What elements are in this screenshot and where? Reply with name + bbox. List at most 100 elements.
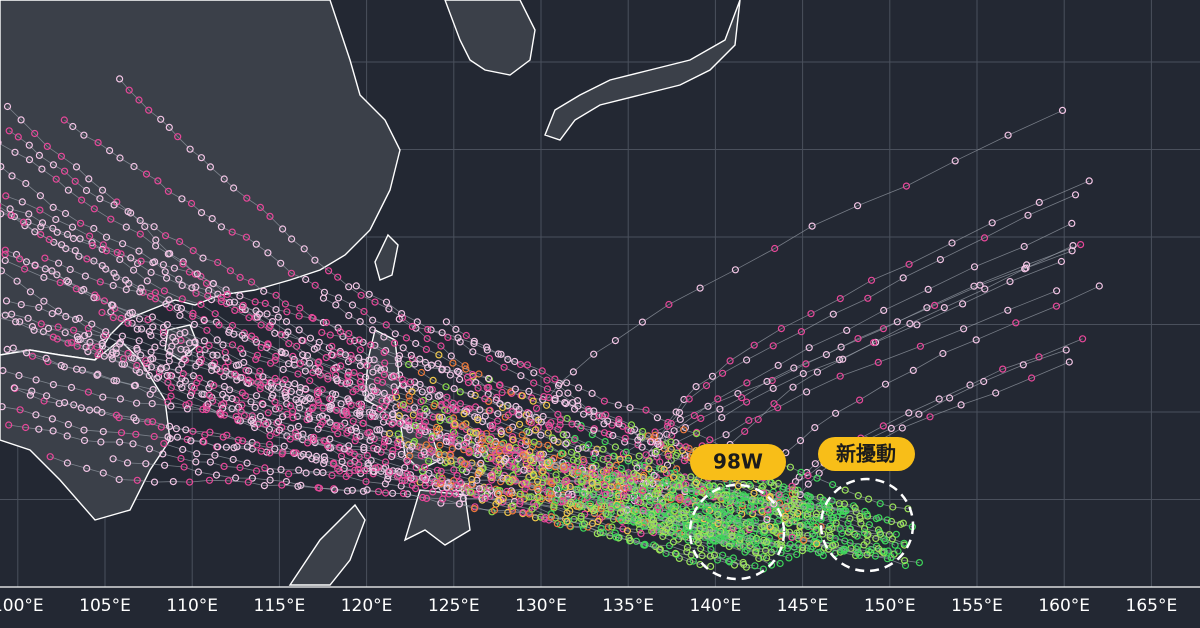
- highlight-circle: [819, 477, 915, 573]
- track-point: [746, 518, 755, 526]
- track-point: [600, 481, 609, 489]
- track-point: [753, 537, 761, 545]
- track-point: [720, 522, 728, 530]
- track-point: [454, 334, 462, 342]
- track-point: [738, 499, 746, 508]
- track-point: [130, 414, 138, 422]
- track-point: [172, 337, 180, 345]
- track-point: [289, 449, 298, 457]
- track-point: [811, 460, 819, 468]
- track-point: [264, 382, 272, 391]
- longitude-label: 145°E: [777, 596, 829, 616]
- track-point: [812, 540, 821, 548]
- track-point: [470, 339, 478, 348]
- track-point: [408, 481, 416, 489]
- track-point: [676, 473, 684, 481]
- track-point: [345, 330, 353, 338]
- track-point: [523, 427, 531, 436]
- track-point: [424, 364, 432, 372]
- track-point: [468, 371, 477, 379]
- track-point: [224, 477, 233, 485]
- track-point: [213, 365, 221, 373]
- track-point: [540, 393, 548, 401]
- track-point: [46, 453, 54, 461]
- track-point: [295, 388, 304, 396]
- track-point: [957, 401, 965, 409]
- track-point: [484, 374, 493, 383]
- track-point: [286, 435, 294, 443]
- track-point: [60, 116, 68, 124]
- track-point: [94, 370, 102, 378]
- track-point: [288, 235, 296, 243]
- track-point: [382, 489, 390, 497]
- longitude-label: 130°E: [515, 596, 567, 616]
- track-point: [667, 438, 675, 446]
- track-point: [231, 306, 239, 314]
- track-point: [411, 360, 419, 368]
- track-point: [789, 383, 797, 391]
- track-point: [316, 371, 324, 379]
- track-point: [0, 210, 5, 218]
- track-point: [213, 336, 221, 344]
- track-point: [357, 291, 365, 299]
- track-point: [210, 381, 218, 389]
- track-point: [630, 470, 638, 478]
- track-point: [352, 282, 360, 290]
- track-point: [1020, 242, 1028, 251]
- track-point: [164, 250, 172, 258]
- track-point: [1035, 198, 1043, 206]
- track-point: [232, 413, 240, 421]
- track-point: [41, 254, 49, 262]
- track-point: [735, 533, 743, 541]
- track-point: [31, 129, 39, 138]
- track-point: [275, 426, 283, 434]
- track-point: [360, 446, 368, 454]
- track-point: [880, 547, 888, 556]
- track-point: [563, 477, 571, 485]
- track-point: [692, 478, 701, 487]
- track-point: [298, 336, 306, 344]
- track-point: [596, 528, 604, 537]
- track-point: [555, 389, 563, 397]
- track-point: [299, 351, 307, 359]
- track-point: [600, 502, 609, 510]
- track-point: [759, 553, 767, 561]
- track-point: [831, 534, 840, 543]
- track-point: [804, 480, 812, 488]
- track-point: [122, 286, 130, 294]
- track-point: [626, 404, 634, 412]
- track-point: [589, 507, 598, 515]
- track-point: [481, 412, 489, 420]
- track-point: [434, 392, 442, 400]
- track-point: [430, 402, 438, 410]
- track-point: [272, 291, 280, 299]
- track-point: [259, 400, 267, 408]
- track-point: [358, 403, 366, 411]
- track-point: [556, 416, 565, 424]
- track-point: [614, 401, 622, 409]
- track-point: [474, 436, 482, 444]
- track-point: [776, 559, 784, 568]
- tracks: [0, 75, 1103, 573]
- track-point: [71, 177, 79, 185]
- track-point: [762, 538, 771, 546]
- track-point: [189, 247, 197, 255]
- track-point: [435, 450, 443, 458]
- track-point: [282, 318, 291, 326]
- track-point: [716, 405, 724, 413]
- track-point: [417, 368, 425, 377]
- track-point: [152, 242, 160, 250]
- track-point: [354, 466, 362, 474]
- track-point: [447, 438, 455, 446]
- track-point: [623, 494, 631, 502]
- track-point: [49, 203, 57, 211]
- track-point: [248, 412, 256, 420]
- track-point: [135, 96, 143, 104]
- track-point: [871, 552, 880, 560]
- track-point: [380, 389, 388, 397]
- track-point: [49, 381, 58, 389]
- track-point: [160, 440, 168, 448]
- track-point: [86, 343, 94, 351]
- track-point: [718, 551, 727, 559]
- track-point: [717, 527, 725, 536]
